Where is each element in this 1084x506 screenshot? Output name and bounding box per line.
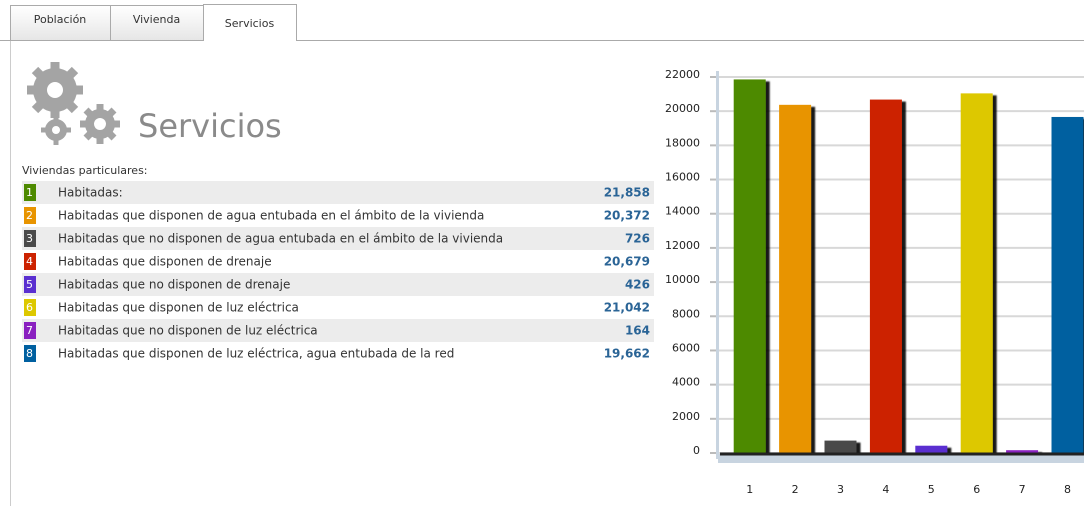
- tab-box: [203, 4, 297, 41]
- row-background: [22, 227, 654, 250]
- y-axis: [716, 71, 719, 459]
- bar: [733, 79, 766, 453]
- x-axis-base: [718, 454, 1084, 463]
- y-tick-label: 20000: [665, 102, 700, 115]
- bar: [869, 99, 902, 453]
- x-tick-label: 4: [882, 483, 889, 496]
- row-label: Habitadas que disponen de agua entubada …: [58, 209, 484, 223]
- row-number: 7: [26, 324, 33, 337]
- tab-label: Población: [34, 13, 87, 26]
- y-tick-label: 8000: [672, 307, 700, 320]
- tab-label: Vivienda: [133, 13, 180, 26]
- bar: [1051, 116, 1084, 453]
- row-value: 426: [625, 278, 650, 292]
- subheading: Viviendas particulares:: [22, 164, 148, 177]
- row-number: 5: [26, 278, 33, 291]
- tab[interactable]: Servicios: [203, 4, 297, 41]
- tab-box: [110, 5, 204, 41]
- tab[interactable]: Población: [10, 5, 111, 41]
- tab-label: Servicios: [225, 17, 275, 30]
- y-tick-label: 22000: [665, 68, 700, 81]
- swatch: [24, 230, 36, 247]
- y-tick-label: 2000: [672, 410, 700, 423]
- bar: [1006, 450, 1039, 453]
- row-background: [22, 273, 654, 296]
- bar: [915, 445, 948, 453]
- y-tick-label: 6000: [672, 341, 700, 354]
- swatch: [24, 322, 36, 339]
- row-value: 20,372: [604, 209, 650, 223]
- row-number: 1: [26, 186, 33, 199]
- y-tick-label: 4000: [672, 376, 700, 389]
- x-tick-label: 7: [1019, 483, 1026, 496]
- gears-icon: [27, 62, 120, 145]
- y-tick-label: 14000: [665, 205, 700, 218]
- row-number: 4: [26, 255, 33, 268]
- row-background: [22, 319, 654, 342]
- bar: [824, 440, 857, 453]
- x-tick-label: 1: [746, 483, 753, 496]
- tab-box: [10, 5, 111, 41]
- row-label: Habitadas que no disponen de drenaje: [58, 278, 290, 292]
- swatch: [24, 299, 36, 316]
- bar: [960, 93, 993, 453]
- row-label: Habitadas:: [58, 186, 123, 200]
- row-value: 21,858: [604, 186, 650, 200]
- row-background: [22, 181, 654, 204]
- x-tick-label: 2: [792, 483, 799, 496]
- row-number: 6: [26, 301, 33, 314]
- y-tick-label: 16000: [665, 171, 700, 184]
- row-label: Habitadas que no disponen de luz eléctri…: [58, 324, 318, 338]
- row-label: Habitadas que disponen de luz eléctrica: [58, 301, 299, 315]
- y-tick-label: 0: [693, 444, 700, 457]
- row-value: 726: [625, 232, 650, 246]
- y-tick-label: 18000: [665, 136, 700, 149]
- x-tick-label: 3: [837, 483, 844, 496]
- row-value: 19,662: [604, 347, 650, 361]
- heading: Servicios: [138, 107, 282, 145]
- row-number: 8: [26, 347, 33, 360]
- row-label: Habitadas que disponen de drenaje: [58, 255, 272, 269]
- row-value: 20,679: [604, 255, 650, 269]
- row-label: Habitadas que disponen de luz eléctrica,…: [58, 347, 454, 361]
- row-number: 2: [26, 209, 33, 222]
- tab-bar: Población Vivienda Servicios: [0, 4, 1084, 506]
- row-label: Habitadas que no disponen de agua entuba…: [58, 232, 503, 246]
- y-tick-label: 10000: [665, 273, 700, 286]
- x-tick-label: 5: [928, 483, 935, 496]
- swatch: [24, 253, 36, 270]
- swatch: [24, 184, 36, 201]
- tab[interactable]: Vivienda: [110, 5, 204, 41]
- row-value: 164: [625, 324, 650, 338]
- swatch: [24, 345, 36, 362]
- swatch: [24, 207, 36, 224]
- y-tick-label: 12000: [665, 239, 700, 252]
- bar: [779, 104, 812, 453]
- row-number: 3: [26, 232, 33, 245]
- x-tick-label: 6: [973, 483, 980, 496]
- swatch: [24, 276, 36, 293]
- x-tick-label: 8: [1064, 483, 1071, 496]
- row-value: 21,042: [604, 301, 650, 315]
